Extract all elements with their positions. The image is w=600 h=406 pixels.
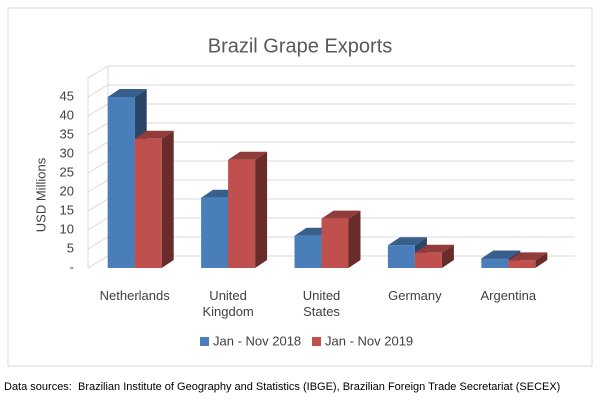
bar-side xyxy=(535,252,548,268)
bar-top xyxy=(414,244,454,253)
x-tick-label: United Kingdom xyxy=(202,288,254,319)
bar xyxy=(134,138,162,268)
x-tick-label: Netherlands xyxy=(99,288,170,303)
y-tick-label: 35 xyxy=(60,126,74,141)
bar xyxy=(228,159,256,268)
legend-swatch xyxy=(312,337,321,346)
y-axis-label: USD Millions xyxy=(33,157,48,232)
y-tick-label: 5 xyxy=(67,240,74,255)
bar-side xyxy=(161,130,174,268)
bar xyxy=(107,97,135,268)
y-tick-label: 30 xyxy=(60,145,74,160)
bar xyxy=(414,252,442,268)
y-tick-label: 10 xyxy=(60,221,74,236)
x-tick-label: Argentina xyxy=(480,288,537,303)
y-tick-label: 20 xyxy=(60,183,74,198)
y-tick-label: 25 xyxy=(60,164,74,179)
bar-top xyxy=(228,151,268,160)
bar xyxy=(201,197,229,268)
bar-side xyxy=(348,210,361,268)
bar-top xyxy=(134,130,174,139)
x-tick-label: Germany xyxy=(388,288,442,303)
y-tick-label: 45 xyxy=(60,88,74,103)
bar xyxy=(321,218,349,268)
source-note: Data sources: Brazilian Institute of Geo… xyxy=(4,381,561,393)
bar xyxy=(387,245,415,268)
legend-swatch xyxy=(200,337,209,346)
bar-top xyxy=(387,237,427,246)
y-tick-label: 40 xyxy=(60,107,74,122)
bar-side xyxy=(255,151,268,268)
bar-top xyxy=(107,89,147,97)
bar-side xyxy=(441,244,454,268)
legend-label: Jan - Nov 2019 xyxy=(325,333,413,348)
y-tick-label: - xyxy=(70,259,74,274)
grid-line xyxy=(87,84,575,98)
chart-title: Brazil Grape Exports xyxy=(208,35,393,57)
y-tick-label: 15 xyxy=(60,202,74,217)
bar xyxy=(481,258,509,268)
x-tick-label: United States xyxy=(302,288,341,319)
bar-top xyxy=(321,210,361,219)
bar xyxy=(508,260,536,268)
bar-top xyxy=(508,252,548,261)
plot-top xyxy=(87,65,109,79)
legend-label: Jan - Nov 2018 xyxy=(213,333,301,348)
bar-top xyxy=(481,250,521,259)
bar xyxy=(294,235,322,268)
